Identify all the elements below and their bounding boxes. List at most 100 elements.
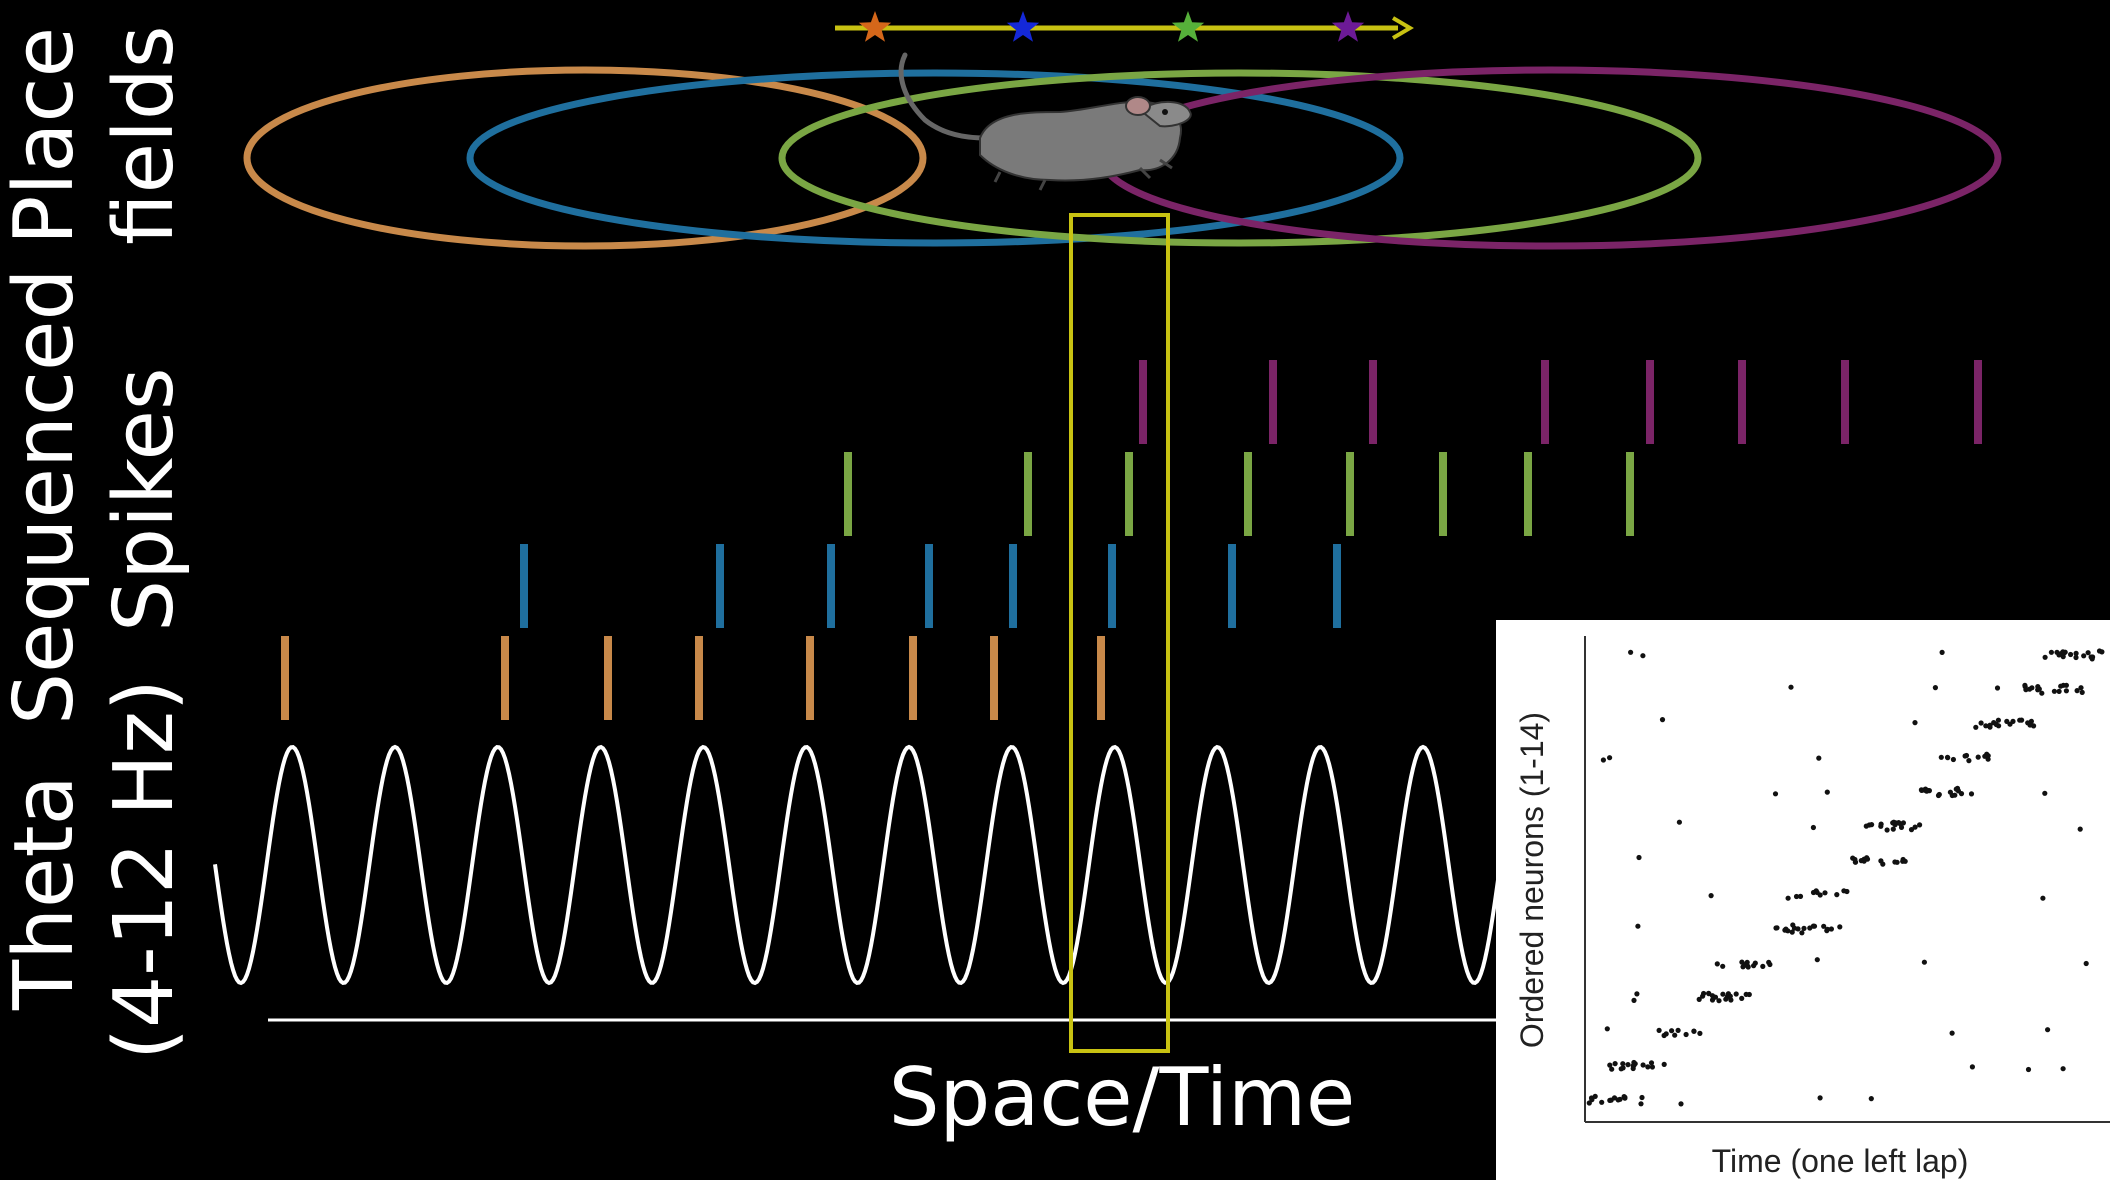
inset-dot bbox=[1949, 792, 1955, 799]
inset-dot bbox=[2058, 683, 2064, 689]
inset-dot bbox=[1795, 926, 1801, 932]
inset-dot bbox=[1661, 1061, 1667, 1067]
inset-dot bbox=[1649, 1064, 1655, 1070]
inset-dot bbox=[1978, 720, 1984, 726]
inset-dot bbox=[1723, 996, 1729, 1002]
inset-dot bbox=[2083, 960, 2089, 967]
inset-dot bbox=[1716, 998, 1722, 1004]
inset-dot bbox=[1799, 930, 1805, 936]
inset-dot bbox=[1810, 824, 1816, 831]
inset-dot bbox=[1983, 723, 1989, 729]
inset-dot bbox=[1727, 993, 1733, 999]
inset-dot bbox=[1884, 827, 1890, 833]
inset-dot bbox=[1969, 1064, 1975, 1070]
track-arrowhead bbox=[1391, 16, 1414, 40]
inset-dot bbox=[1760, 963, 1766, 970]
inset-dot bbox=[1816, 755, 1822, 761]
inset-dot bbox=[1700, 993, 1706, 999]
inset-dot bbox=[2056, 688, 2062, 695]
spikes-label-line1: Sequenced bbox=[0, 268, 92, 725]
highlight-box bbox=[1069, 213, 1170, 1053]
inset-dot bbox=[1878, 858, 1884, 864]
inset-dot bbox=[1982, 753, 1988, 759]
inset-dot bbox=[1720, 963, 1726, 969]
inset-dot bbox=[2063, 688, 2069, 694]
inset-dot bbox=[1620, 1061, 1626, 1067]
inset-dot bbox=[1975, 754, 1981, 760]
inset-dot bbox=[2074, 688, 2080, 694]
inset-dot bbox=[1858, 858, 1864, 864]
inset-dot bbox=[1797, 893, 1804, 900]
inset-dot bbox=[1912, 720, 1918, 726]
inset-dot bbox=[1811, 923, 1818, 929]
inset-dot bbox=[1789, 929, 1795, 935]
inset-dot bbox=[1609, 1066, 1615, 1072]
theta-label-line1: Theta bbox=[0, 775, 92, 1011]
inset-dot bbox=[1672, 1032, 1678, 1038]
inset-dot bbox=[1834, 892, 1840, 898]
inset-dot bbox=[2090, 654, 2096, 660]
inset-dot bbox=[1631, 1062, 1637, 1068]
inset-dot bbox=[1706, 990, 1712, 996]
rat-ear bbox=[1125, 96, 1151, 116]
inset-dot bbox=[2029, 685, 2035, 691]
inset-y-label: Ordered neurons (1-14) bbox=[1514, 712, 1550, 1048]
inset-dot bbox=[1900, 856, 1906, 863]
inset-dot bbox=[1939, 649, 1945, 656]
inset-dot bbox=[1822, 890, 1828, 896]
inset-dot bbox=[2077, 826, 2083, 832]
rat-illustration bbox=[898, 52, 1192, 191]
inset-dot bbox=[1628, 649, 1634, 655]
inset-dot bbox=[2079, 689, 2085, 696]
inset-dot bbox=[1807, 925, 1813, 931]
inset-dot bbox=[1891, 819, 1897, 825]
inset-dot bbox=[1936, 791, 1942, 798]
inset-dot bbox=[1987, 722, 1993, 728]
inset-dot bbox=[1953, 786, 1959, 792]
star-blue bbox=[1006, 11, 1040, 42]
inset-dot bbox=[1625, 1062, 1631, 1068]
rat-body bbox=[979, 100, 1182, 182]
theta-wave bbox=[213, 744, 1501, 986]
inset-dot bbox=[1912, 824, 1918, 830]
inset-dot bbox=[1638, 1101, 1644, 1107]
inset-dot bbox=[1676, 819, 1682, 825]
inset-dot bbox=[1824, 789, 1830, 795]
inset-dot bbox=[2042, 790, 2048, 796]
track-arrow bbox=[835, 11, 1414, 42]
inset-dot bbox=[1620, 1065, 1626, 1071]
inset-dot bbox=[2081, 653, 2087, 659]
inset-dot bbox=[2051, 688, 2057, 694]
star-green bbox=[1171, 11, 1205, 42]
inset-dot bbox=[2025, 1066, 2032, 1073]
inset-dot bbox=[1773, 925, 1779, 931]
inset-dot bbox=[1924, 788, 1930, 794]
inset-dot bbox=[1852, 856, 1858, 863]
inset-dot bbox=[1607, 1097, 1613, 1103]
inset-dot bbox=[1683, 1031, 1689, 1038]
inset-dot bbox=[2085, 650, 2091, 656]
inset-dot bbox=[1720, 991, 1726, 997]
place-field-orange bbox=[243, 66, 927, 250]
inset-dot bbox=[1921, 959, 1927, 965]
inset-dots bbox=[1586, 648, 2105, 1107]
inset-raster-plot: Ordered neurons (1-14) Time (one left la… bbox=[1496, 620, 2110, 1180]
inset-dot bbox=[2022, 682, 2028, 689]
inset-dot bbox=[1841, 888, 1847, 894]
inset-dot bbox=[1739, 995, 1745, 1002]
inset-dot bbox=[1814, 957, 1820, 963]
inset-dot bbox=[1640, 653, 1646, 659]
inset-dot bbox=[2060, 1066, 2066, 1072]
inset-dot bbox=[1669, 1028, 1675, 1034]
inset-dot bbox=[1821, 923, 1827, 929]
inset-dot bbox=[1691, 1028, 1697, 1034]
inset-dot bbox=[1604, 1026, 1610, 1032]
inset-dot bbox=[1801, 925, 1807, 932]
place-field-green bbox=[778, 69, 1702, 247]
spike-rasters bbox=[281, 360, 1982, 720]
inset-dot bbox=[2060, 649, 2066, 655]
inset-dot bbox=[1898, 824, 1905, 831]
inset-dot bbox=[1864, 856, 1871, 862]
inset-dot bbox=[1824, 926, 1831, 933]
